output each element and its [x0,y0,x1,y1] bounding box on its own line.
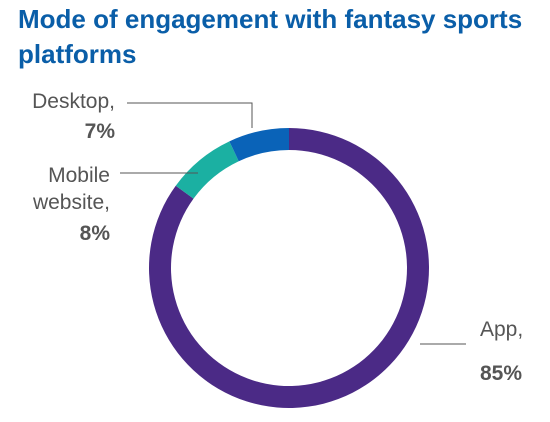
slice-label-desktop: Desktop, [32,90,115,113]
slice-label-mobile-website: Mobile website, [32,164,110,214]
slice-value-mobile-website: 8% [80,222,111,245]
donut-slice-mobile-website [175,141,239,199]
slice-value-desktop: 7% [85,120,116,143]
slice-label-app: App, [480,318,523,341]
leader-line-desktop [127,102,253,128]
slice-value-app: 85% [480,362,522,385]
chart-title: Mode of engagement with fantasy sports p… [18,4,523,69]
donut-slice-desktop [229,128,289,162]
donut-slices [149,128,429,408]
slice-labels: App, 85% Mobile website, 8% Desktop, 7% [32,90,523,385]
